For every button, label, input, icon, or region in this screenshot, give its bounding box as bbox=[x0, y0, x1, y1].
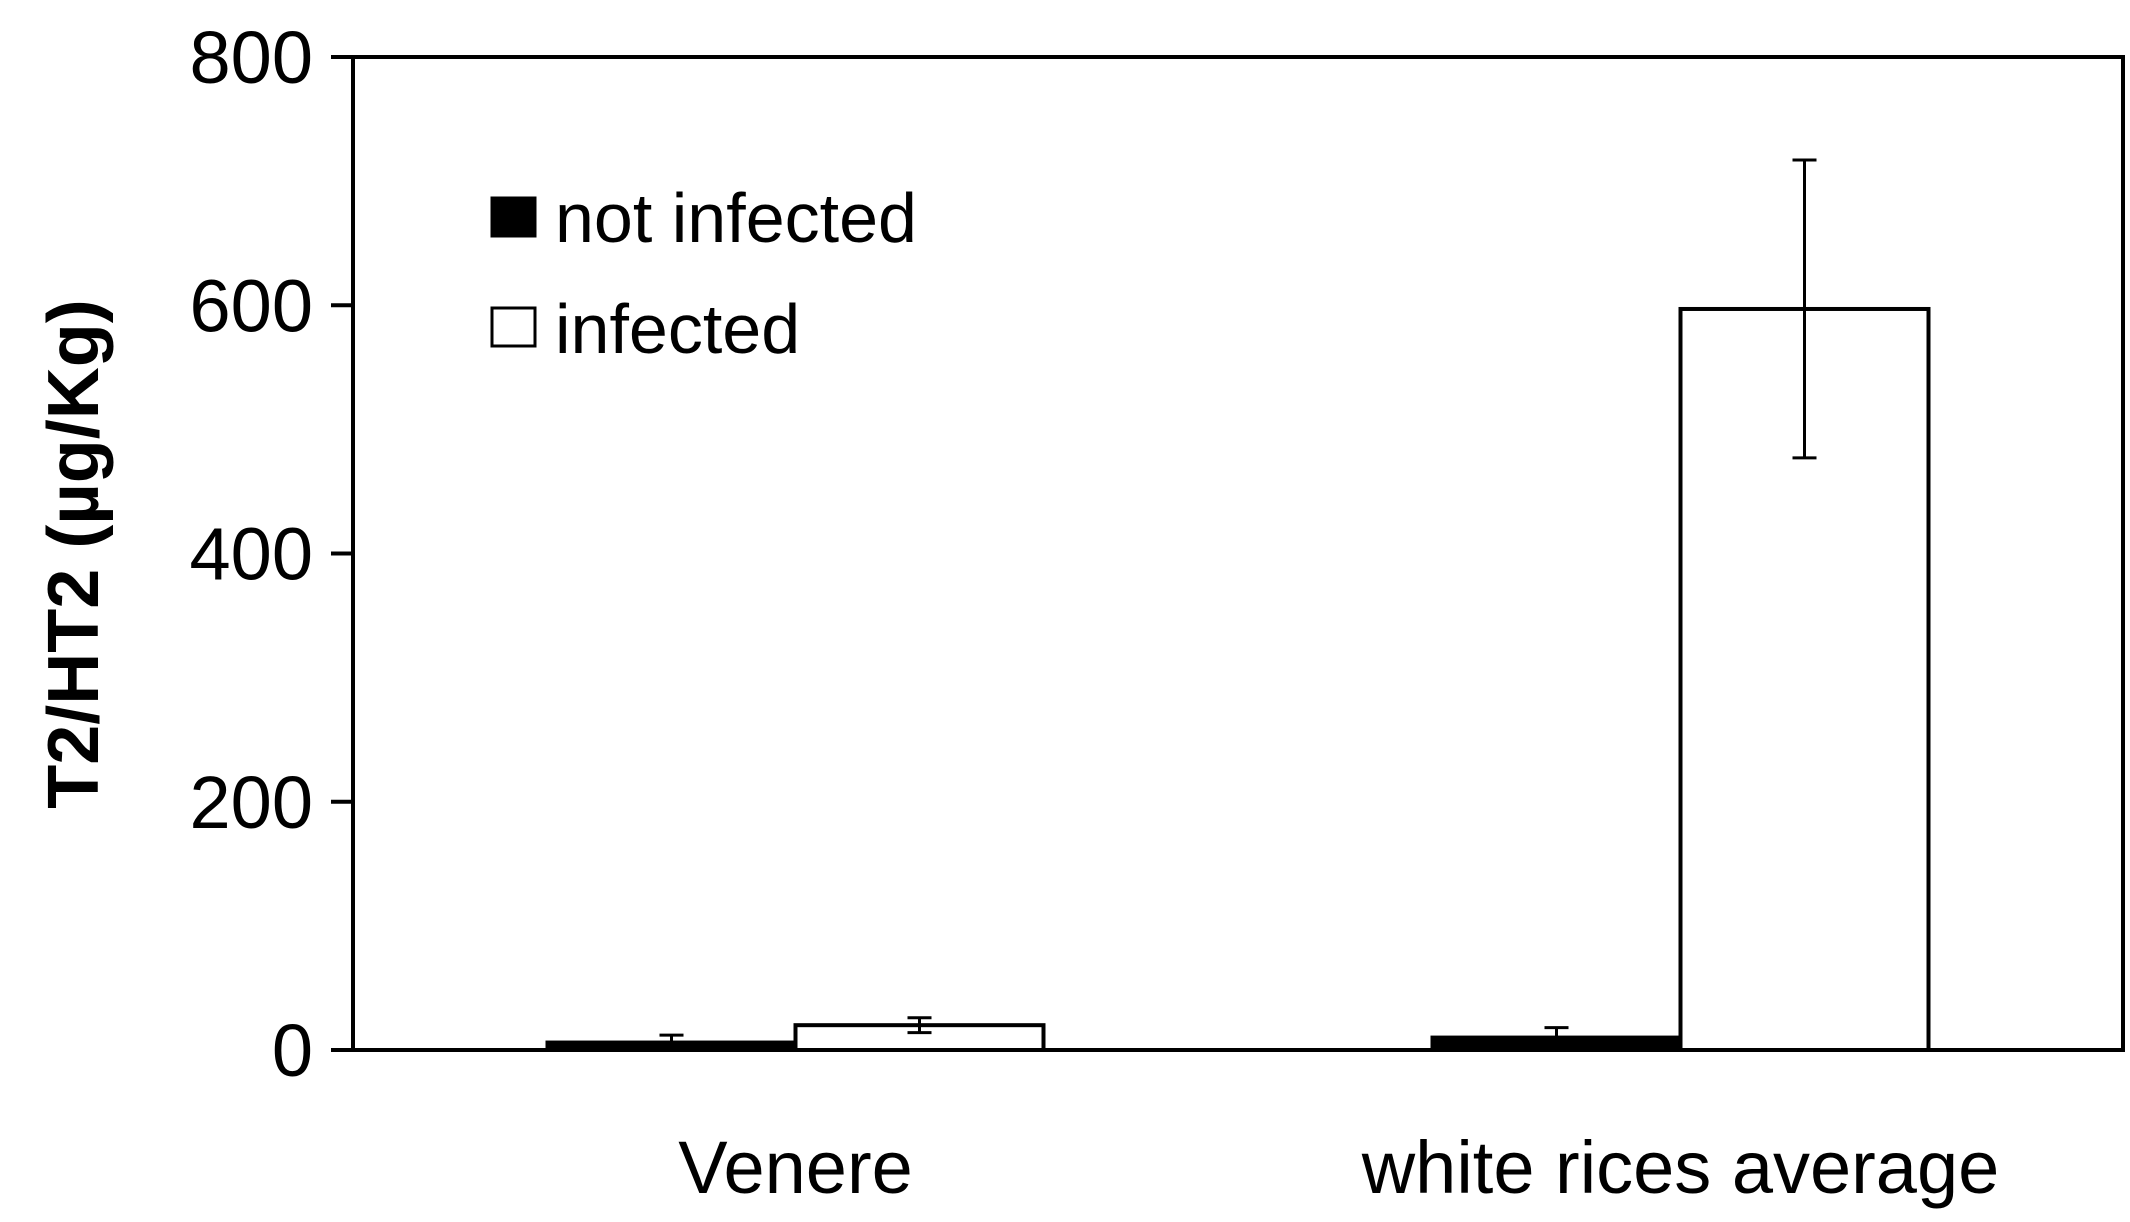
y-tick-label: 600 bbox=[190, 264, 313, 347]
y-axis-title: T2/HT2 (µg/Kg) bbox=[34, 299, 114, 808]
x-axis: Venere white rices average bbox=[678, 1126, 1999, 1209]
legend-label-not-infected: not infected bbox=[555, 179, 917, 257]
legend-swatch-not-infected bbox=[490, 196, 537, 238]
y-tick-label: 200 bbox=[190, 761, 313, 844]
legend-swatch-infected bbox=[490, 306, 537, 348]
error-bars bbox=[659, 158, 1817, 1052]
category-label: Venere bbox=[678, 1126, 913, 1209]
y-tick-label: 400 bbox=[190, 513, 313, 596]
legend: not infected infected bbox=[490, 179, 917, 368]
category-label: white rices average bbox=[1361, 1126, 2000, 1209]
y-tick-label: 0 bbox=[272, 1009, 313, 1092]
y-axis: 0 200 400 600 800 bbox=[190, 16, 353, 1092]
y-tick-label: 800 bbox=[190, 16, 313, 99]
legend-label-infected: infected bbox=[555, 290, 800, 368]
